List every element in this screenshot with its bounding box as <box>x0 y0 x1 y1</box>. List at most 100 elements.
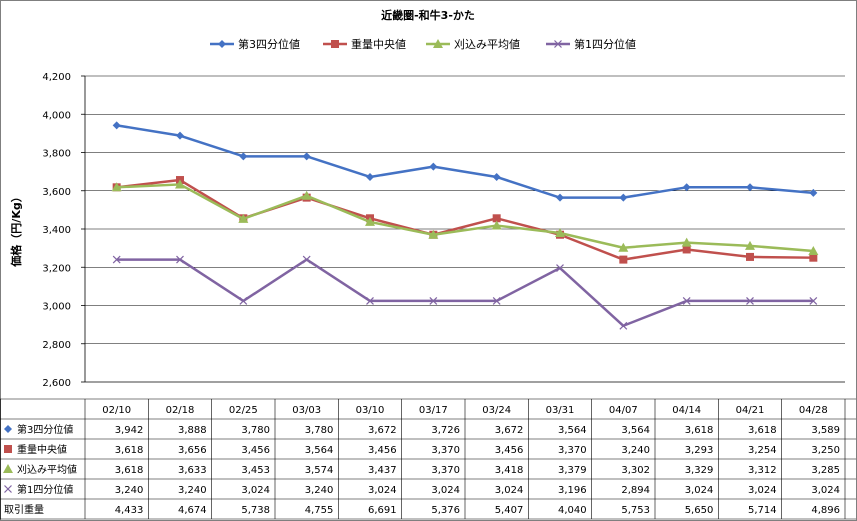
table-cell: 5,650 <box>685 505 714 516</box>
data-point-stroke <box>809 296 818 305</box>
data-point <box>365 216 375 226</box>
data-point-stroke <box>176 255 184 264</box>
series-4 <box>112 255 818 330</box>
legend-label: 重量中央値 <box>351 37 406 51</box>
data-point <box>619 255 628 264</box>
series-line <box>116 178 814 261</box>
legend-item: 刈込み平均値 <box>426 38 520 51</box>
table-cell: 3,574 <box>305 465 334 476</box>
table-cell: 3,240 <box>305 485 334 496</box>
data-point <box>238 213 249 223</box>
x-tick-label: 02/18 <box>166 405 195 416</box>
table-cell: 3,379 <box>558 465 587 476</box>
table-cell: 3,456 <box>241 445 270 456</box>
table-cell: 3,370 <box>558 445 587 456</box>
table-cell: 6,691 <box>368 505 397 516</box>
series-line <box>116 183 814 253</box>
table-cell: 3,250 <box>811 445 840 456</box>
table-cell: 3,618 <box>748 425 777 436</box>
data-point <box>429 162 438 171</box>
y-tick-label: 3,600 <box>42 187 71 198</box>
table-cell: 3,024 <box>368 485 397 496</box>
data-point <box>492 214 501 223</box>
data-point <box>745 240 755 250</box>
data-point <box>809 296 818 305</box>
x-tick-label: 04/07 <box>609 405 638 416</box>
series-1 <box>112 121 818 202</box>
data-point <box>112 255 121 264</box>
row-legend-marker <box>3 464 13 473</box>
data-point <box>746 183 754 192</box>
table-cell: 4,674 <box>178 505 207 516</box>
y-tick-label: 3,000 <box>42 302 71 313</box>
legend-item: 第1四分位値 <box>546 37 636 51</box>
data-point-stroke <box>366 296 374 305</box>
data-point <box>682 245 691 254</box>
data-point <box>302 152 311 161</box>
y-tick-label: 3,800 <box>42 149 71 160</box>
data-point <box>556 193 564 202</box>
x-tick-label: 04/21 <box>736 405 765 416</box>
plot-area <box>111 121 819 330</box>
table-cell: 3,437 <box>368 465 397 476</box>
data-point <box>682 296 691 305</box>
legend-item: 第3四分位値 <box>210 37 300 51</box>
series-line <box>116 258 814 328</box>
table-cell: 5,738 <box>241 505 270 516</box>
data-point-stroke <box>746 296 754 305</box>
data-point <box>682 183 691 192</box>
table-cell: 3,370 <box>431 445 460 456</box>
table-cell: 3,456 <box>495 445 524 456</box>
table-cell: 3,888 <box>178 425 207 436</box>
table-row: 刈込み平均値 3,618 3,633 3,453 3,574 3,437 3,370 3,41… <box>3 463 840 476</box>
data-point <box>429 296 438 305</box>
row-legend-marker <box>4 445 12 453</box>
data-point <box>428 229 439 239</box>
table-cell: 4,896 <box>811 505 840 516</box>
table-cell: 3,589 <box>811 425 840 436</box>
data-point <box>112 121 121 130</box>
table-cell: 3,618 <box>115 445 144 456</box>
data-point <box>809 253 818 262</box>
table-cell: 3,942 <box>115 425 144 436</box>
data-point <box>681 237 692 247</box>
legend-item: 重量中央値 <box>323 37 406 51</box>
table-cell: 3,456 <box>368 445 397 456</box>
table-cell: 3,329 <box>685 465 714 476</box>
table-cell: 3,564 <box>305 445 334 456</box>
table-cell: 3,618 <box>685 425 714 436</box>
table-cell: 4,755 <box>305 505 334 516</box>
table-row: 取引重量 4,433 4,674 5,738 4,755 6,691 5,376 5,407 4… <box>4 503 840 516</box>
row-header: 取引重量 <box>4 503 44 516</box>
x-tick-label: 04/14 <box>672 405 701 416</box>
table-cell: 3,196 <box>558 485 587 496</box>
table-cell: 3,672 <box>495 425 524 436</box>
data-point <box>366 296 374 305</box>
table-cell: 3,564 <box>621 425 650 436</box>
table-cell: 3,240 <box>115 485 144 496</box>
data-point <box>746 252 754 261</box>
data-point-stroke <box>112 255 121 264</box>
table-cell: 3,024 <box>431 485 460 496</box>
y-tick-label: 4,200 <box>42 72 71 83</box>
table-cell: 3,024 <box>748 485 777 496</box>
table-cell: 4,040 <box>558 505 587 516</box>
data-point-stroke <box>619 321 628 330</box>
series-line <box>116 124 814 199</box>
legend-marker <box>554 40 562 48</box>
y-axis-ticks: 2,600 2,800 3,000 3,200 3,400 3,600 3,800 4,000… <box>42 72 85 389</box>
table-cell: 3,618 <box>115 465 144 476</box>
data-point <box>618 242 629 252</box>
table-cell: 3,024 <box>495 485 524 496</box>
data-point <box>176 255 184 264</box>
data-point <box>491 220 502 230</box>
data-point <box>809 188 818 197</box>
table-cell: 3,656 <box>178 445 207 456</box>
table-cell: 3,726 <box>431 425 460 436</box>
y-tick-label: 4,000 <box>42 110 71 121</box>
legend-marker-stroke <box>554 40 562 48</box>
legend: 第3四分位値 重量中央値 刈込み平均値 第1四分位値 <box>210 37 636 51</box>
x-tick-label: 04/28 <box>799 405 828 416</box>
data-point-stroke <box>682 296 691 305</box>
table-row: 重量中央値 3,618 3,656 3,456 3,564 3,456 3,370 3,456… <box>4 443 840 456</box>
